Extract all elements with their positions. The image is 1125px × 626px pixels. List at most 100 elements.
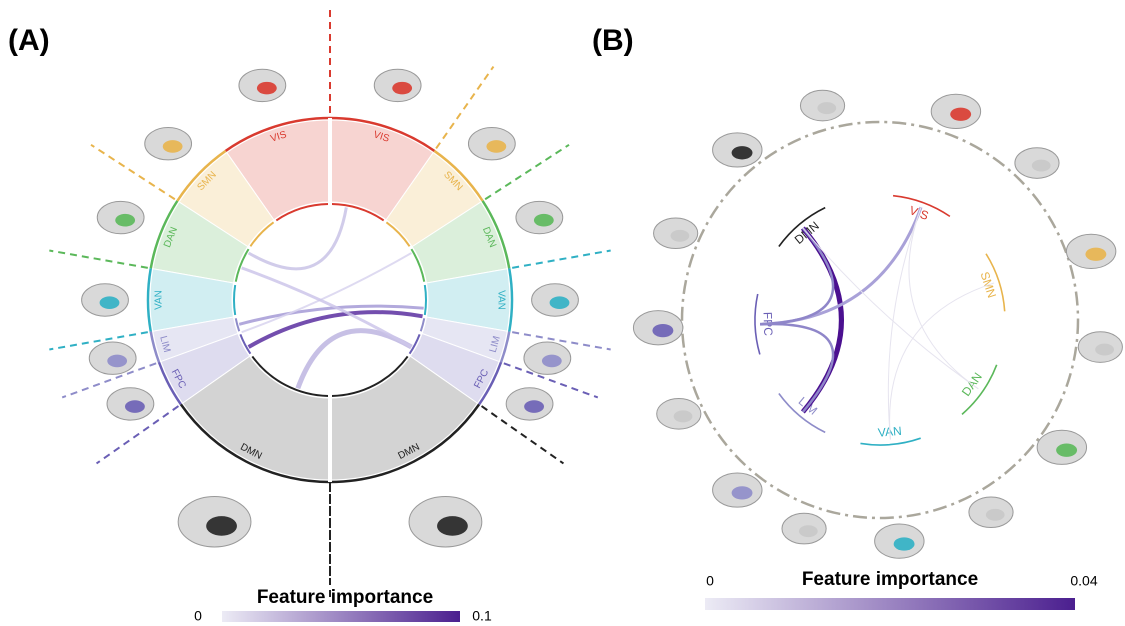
network-arc [860,437,921,446]
inner-arc [410,248,426,282]
network-arc [149,331,161,363]
brain-region [985,508,1005,521]
network-arc [329,403,481,484]
chord [238,304,424,326]
inner-arc [385,221,411,247]
network-arc [179,403,331,484]
brain-region [533,213,554,227]
brain-region [524,400,544,413]
chord [247,310,423,349]
brain-region [256,81,277,95]
network-arc [149,200,179,269]
panel-label: (A) [8,24,50,57]
network-arc [481,200,511,269]
colorbar [705,598,1075,610]
brain-region [893,537,915,551]
brain-region [437,516,468,536]
inner-arc [331,355,409,397]
colorbar-min: 0 [706,573,714,589]
network-arc [508,268,514,332]
network-sector [152,316,239,363]
inner-arc [408,334,421,355]
network-arc [778,393,826,434]
network-sector [152,201,249,284]
brain-region [1056,443,1078,457]
brain-region [731,146,753,160]
brain-region [541,354,562,368]
colorbar-max: 0.04 [1070,573,1097,589]
brain-region [1031,159,1051,172]
brain-region [817,102,837,115]
brain-region [673,410,693,423]
network-label: VIS [372,129,391,144]
network-arc [961,364,998,415]
brain-region [798,525,818,538]
brain-region [549,296,570,310]
network-arc [329,116,436,152]
network-arc [157,361,182,406]
chord [247,207,348,271]
brain-region [652,323,674,338]
inner-arc [331,203,385,222]
brain-region [950,107,972,121]
brain-region [1095,343,1114,356]
inner-arc [275,203,329,222]
divider [480,405,565,465]
divider [484,143,570,201]
network-label: VAN [154,290,165,310]
network-sector [149,268,235,332]
chord [760,322,835,413]
chord [802,227,979,390]
brain-region [1085,247,1107,261]
inner-arc [234,248,250,282]
network-label: VAN [495,290,506,310]
colorbar-title: Feature importance [257,587,433,608]
network-arc [892,194,951,218]
chord [760,206,923,326]
divider [61,362,157,399]
brain-region [115,213,136,227]
divider [90,143,176,201]
brain-region [206,516,237,536]
network-arc [176,149,227,202]
brain-region [107,354,128,368]
colorbar-title: Feature importance [802,569,978,590]
chord [908,207,979,390]
brain-region [731,486,753,500]
brain-region [125,400,145,413]
chord [241,266,413,349]
divider [512,249,611,269]
panel-label: (B) [592,24,634,57]
network-arc [778,206,826,247]
chord [241,252,412,334]
network-sector [178,151,275,248]
network-arc [985,253,1006,312]
network-arc [499,331,511,363]
chord [887,207,922,440]
inner-arc [251,355,329,397]
network-arc [224,116,331,152]
network-label: LIM [488,335,503,354]
network-arc [433,149,484,202]
brain-region [670,229,690,242]
inner-arc [423,284,427,316]
network-arc [478,361,503,406]
brain-region [162,140,183,153]
network-sector [181,355,331,481]
inner-arc [249,221,275,247]
colorbar-max: 0.1 [472,608,492,624]
colorbar-min: 0 [194,608,202,624]
colorbar [222,611,460,622]
inner-arc [239,334,252,355]
chord [889,282,995,440]
divider [95,405,180,465]
inner-arc [233,284,237,316]
divider [512,331,611,351]
divider [435,65,495,150]
divider [49,249,148,269]
divider [503,362,599,399]
network-sector [160,332,251,404]
network-arc [146,268,152,332]
network-label: VIS [269,129,288,144]
